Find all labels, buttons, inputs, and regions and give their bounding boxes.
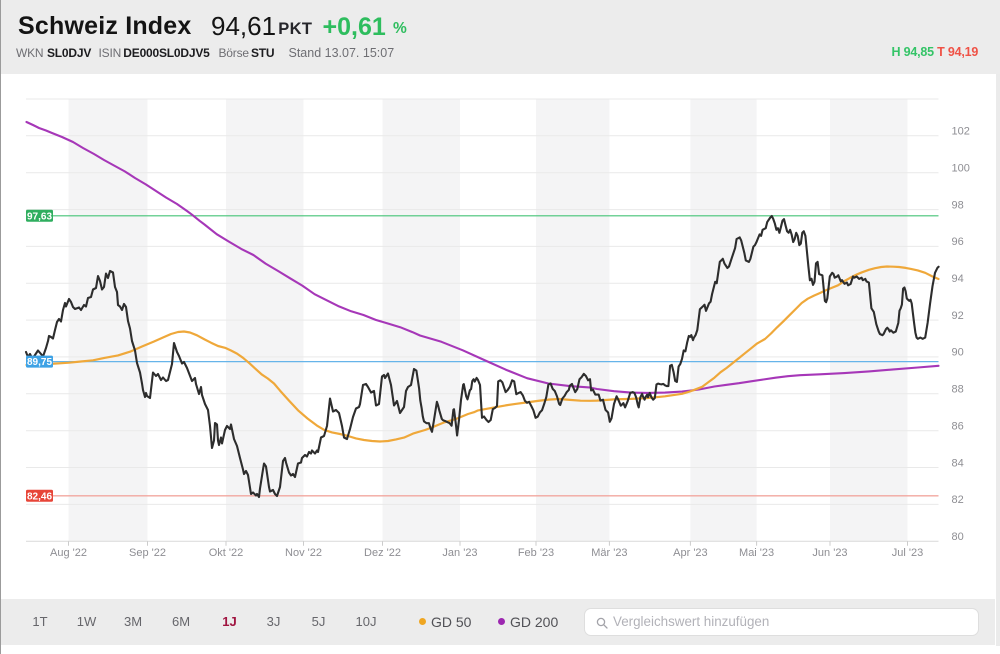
svg-text:Dez '22: Dez '22: [364, 547, 401, 559]
svg-text:80: 80: [952, 531, 964, 543]
svg-text:90: 90: [952, 347, 964, 359]
svg-text:Apr '23: Apr '23: [673, 547, 708, 559]
svg-text:Jun '23: Jun '23: [812, 547, 847, 559]
svg-text:98: 98: [952, 199, 964, 211]
svg-text:Aug '22: Aug '22: [50, 547, 87, 559]
svg-text:89,75: 89,75: [27, 357, 52, 368]
svg-text:Mär '23: Mär '23: [591, 547, 627, 559]
svg-text:Sep '22: Sep '22: [129, 547, 166, 559]
svg-text:100: 100: [952, 163, 970, 175]
svg-text:Okt '22: Okt '22: [209, 547, 244, 559]
svg-text:96: 96: [952, 236, 964, 248]
svg-text:92: 92: [952, 310, 964, 322]
svg-text:Feb '23: Feb '23: [518, 547, 554, 559]
svg-text:94: 94: [952, 273, 964, 285]
svg-text:84: 84: [952, 457, 964, 469]
svg-text:97,63: 97,63: [27, 211, 52, 222]
svg-text:Nov '22: Nov '22: [285, 547, 322, 559]
svg-text:82,46: 82,46: [27, 491, 52, 502]
svg-text:86: 86: [952, 421, 964, 433]
svg-text:Jul '23: Jul '23: [892, 547, 923, 559]
svg-text:88: 88: [952, 384, 964, 396]
svg-text:102: 102: [952, 126, 970, 138]
svg-text:Jan '23: Jan '23: [442, 547, 477, 559]
svg-text:82: 82: [952, 494, 964, 506]
svg-text:Mai '23: Mai '23: [739, 547, 774, 559]
